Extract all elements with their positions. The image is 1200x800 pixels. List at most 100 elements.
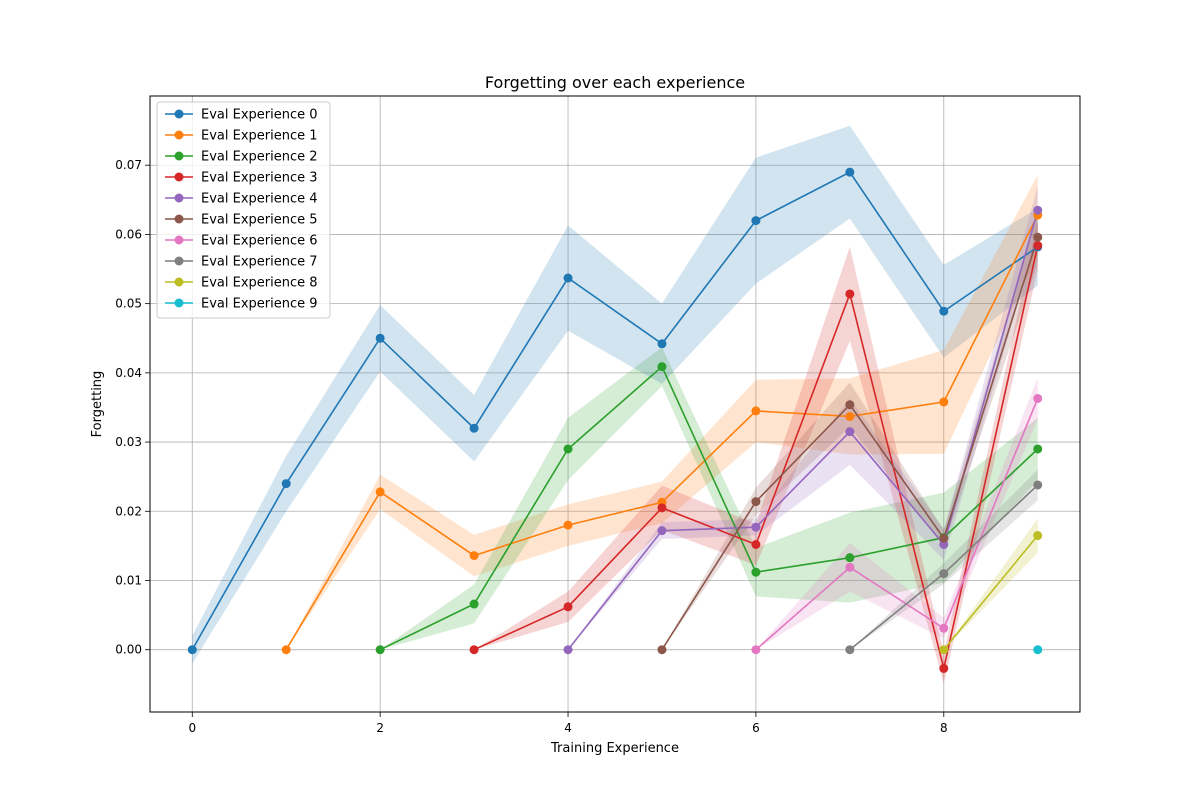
grid-lines [150, 96, 1080, 712]
legend-entry-8-marker [174, 277, 184, 287]
eval-experience-9-point [1033, 645, 1043, 655]
eval-experience-1-point [939, 397, 949, 407]
legend-entry-7-label: Eval Experience 7 [201, 255, 318, 270]
eval-experience-0-point [751, 216, 761, 226]
legend-entry-2-label: Eval Experience 2 [201, 150, 318, 165]
eval-experience-4-point [845, 427, 855, 437]
legend-box [156, 101, 331, 319]
legend-entry-9-label: Eval Experience 9 [201, 297, 318, 312]
eval-experience-1-point [845, 411, 855, 421]
eval-experience-0-point [187, 645, 197, 655]
eval-experience-0-point [845, 167, 855, 177]
eval-experience-1-point [563, 520, 573, 530]
eval-experience-2-point [657, 362, 667, 372]
y-axis-label: Forgetting [90, 371, 105, 438]
legend-entry-0-marker [174, 109, 184, 119]
eval-experience-1-band [286, 174, 1038, 650]
eval-experience-0-line [191, 171, 1039, 651]
legend-entry-3-marker [174, 172, 184, 182]
eval-experience-4-point [1033, 205, 1043, 215]
x-tick-label: 2 [376, 721, 384, 735]
eval-experience-6-point [1033, 393, 1043, 403]
eval-experience-0-point [281, 479, 291, 489]
x-axis-label: Training Experience [550, 741, 679, 756]
eval-experience-4-point [939, 540, 949, 550]
eval-experience-6-line [755, 398, 1039, 651]
eval-experience-2-band [380, 347, 1038, 650]
x-tick-label: 0 [188, 721, 196, 735]
eval-experience-4-point [657, 526, 667, 536]
eval-experience-4-point [751, 522, 761, 532]
eval-experience-1-point [469, 551, 479, 561]
eval-experience-1-point [281, 645, 291, 655]
legend-entry-0-label: Eval Experience 0 [201, 108, 318, 123]
legend: Eval Experience 0 Eval Experience 1 Eval E… [156, 101, 331, 319]
eval-experience-2-point [1033, 444, 1043, 454]
eval-experience-2-line [379, 365, 1039, 651]
eval-experience-5-point [1033, 232, 1043, 242]
eval-experience-6-point [845, 562, 855, 572]
legend-entry-7-marker [174, 256, 184, 266]
axes-frame [149, 95, 1081, 713]
legend-entry-4-marker [174, 193, 184, 203]
eval-experience-3-point [657, 503, 667, 513]
eval-experience-8-point [939, 645, 949, 655]
legend-entry-6-marker [174, 235, 184, 245]
eval-experience-7-point [845, 645, 855, 655]
eval-experience-6-point [751, 645, 761, 655]
y-tick-label: 0.05 [115, 297, 142, 311]
eval-experience-3-point [845, 289, 855, 299]
x-tick-label: 4 [564, 721, 572, 735]
legend-entry-1-marker [174, 130, 184, 140]
y-tick-label: 0.01 [115, 573, 142, 587]
y-tick-label: 0.00 [115, 643, 142, 657]
eval-experience-0-point [939, 306, 949, 316]
eval-experience-1-point [375, 487, 385, 497]
eval-experience-2-point [563, 444, 573, 454]
eval-experience-4-point [563, 645, 573, 655]
legend-entry-8-label: Eval Experience 8 [201, 276, 318, 291]
x-tick-label: 6 [752, 721, 760, 735]
series-points [187, 167, 1043, 673]
eval-experience-7-point [939, 569, 949, 579]
eval-experience-3-point [563, 602, 573, 612]
eval-experience-5-point [751, 497, 761, 507]
legend-entry-6-label: Eval Experience 6 [201, 234, 318, 249]
eval-experience-3-point [1033, 241, 1043, 251]
y-tick-label: 0.02 [115, 504, 142, 518]
y-axis-ticks: 0.00 0.01 0.02 0.03 0.04 0.05 0.06 0.07 [115, 158, 150, 657]
y-tick-label: 0.06 [115, 227, 142, 241]
eval-experience-2-point [751, 567, 761, 577]
eval-experience-3-point [939, 663, 949, 673]
y-tick-label: 0.04 [115, 366, 142, 380]
eval-experience-6-band [755, 377, 1038, 650]
eval-experience-1-point [751, 406, 761, 416]
x-axis-ticks: 0 2 4 6 8 [188, 712, 948, 735]
eval-experience-2-point [375, 645, 385, 655]
eval-experience-0-point [563, 273, 573, 283]
legend-entry-5-marker [174, 214, 184, 224]
eval-experience-5-point [845, 400, 855, 410]
eval-experience-5-point [657, 645, 667, 655]
eval-experience-8-band [943, 518, 1038, 650]
legend-entry-3-label: Eval Experience 3 [201, 171, 318, 186]
legend-entry-9-marker [174, 298, 184, 308]
eval-experience-8-line [943, 534, 1039, 651]
eval-experience-6-point [939, 623, 949, 633]
eval-experience-3-point [469, 645, 479, 655]
eval-experience-2-point [469, 599, 479, 609]
x-tick-label: 8 [940, 721, 948, 735]
eval-experience-3-band [474, 221, 1038, 684]
legend-entry-4-label: Eval Experience 4 [201, 192, 318, 207]
eval-experience-0-point [375, 333, 385, 343]
eval-experience-4-band [568, 185, 1038, 650]
eval-experience-5-point [939, 533, 949, 543]
legend-entry-5-label: Eval Experience 5 [201, 213, 318, 228]
chart-title: Forgetting over each experience [485, 73, 745, 92]
y-tick-label: 0.03 [115, 435, 142, 449]
legend-entry-2-marker [174, 151, 184, 161]
legend-entry-1-label: Eval Experience 1 [201, 129, 318, 144]
eval-experience-0-point [657, 339, 667, 349]
eval-experience-2-point [845, 553, 855, 563]
